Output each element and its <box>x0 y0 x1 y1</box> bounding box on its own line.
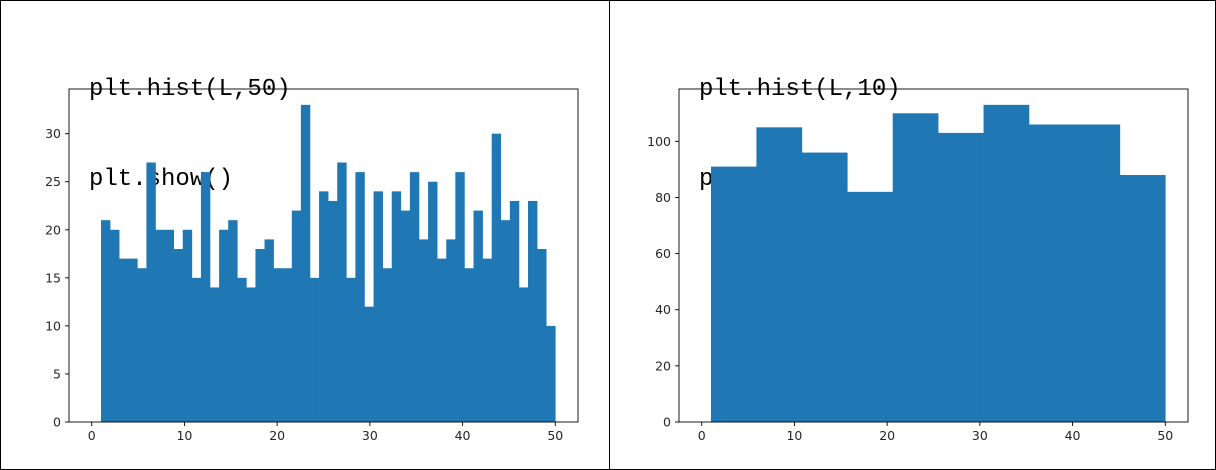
histogram-10-bins: 0 10 20 30 40 50 0 20 40 60 80 100 <box>647 88 1189 443</box>
histogram-bar <box>309 277 320 422</box>
histogram-bar <box>364 306 374 422</box>
histogram-bar <box>346 277 356 422</box>
x-tick-label: 0 <box>88 428 96 443</box>
histogram-bar <box>428 181 438 422</box>
histogram-bar <box>182 229 193 422</box>
histogram-bar <box>300 104 311 423</box>
x-tick-label: 50 <box>1157 428 1173 443</box>
x-tick-label: 10 <box>176 428 192 443</box>
y-tick-label: 10 <box>45 318 61 333</box>
right-panel: plt.hist(L,10) plt.show() 01020304050020… <box>611 1 1215 469</box>
histogram-bar <box>437 258 447 422</box>
bars <box>710 104 1166 423</box>
histogram-bar <box>455 172 465 422</box>
x-tick-label: 10 <box>786 428 802 443</box>
histogram-bar <box>246 287 256 422</box>
histogram-bar <box>938 132 984 423</box>
histogram-bar <box>237 277 247 422</box>
histogram-bar <box>210 287 220 422</box>
histogram-bar <box>509 200 520 422</box>
histogram-bar <box>482 258 492 422</box>
y-tick-label: 5 <box>53 366 61 381</box>
y-tick-label: 20 <box>45 222 61 237</box>
histogram-bar <box>128 258 138 422</box>
plot-frame <box>68 88 579 423</box>
x-tick-label: 40 <box>455 428 471 443</box>
histogram-bar <box>373 191 383 422</box>
histogram-bar <box>473 210 483 422</box>
bars <box>100 104 556 423</box>
histogram-bar <box>155 229 165 422</box>
histogram-bar <box>409 172 420 422</box>
y-tick-label: 0 <box>53 415 61 430</box>
histogram-bar <box>255 249 265 422</box>
histogram-bar <box>537 249 547 422</box>
y-tick-label: 40 <box>655 302 671 317</box>
histogram-bar <box>801 152 848 422</box>
histogram-bar <box>892 113 939 422</box>
histogram-bar <box>191 277 202 422</box>
x-tick-label: 30 <box>362 428 378 443</box>
histogram-bar <box>110 229 120 422</box>
histogram-bar <box>319 191 329 422</box>
histogram-bar <box>173 249 184 422</box>
left-panel: plt.hist(L,50) plt.show() 0 10 20 30 40 50 0 5 1… <box>1 1 610 469</box>
histogram-bar <box>546 325 556 422</box>
histogram-bar <box>491 133 502 422</box>
histogram-bar <box>382 268 393 422</box>
y-tick-label: 25 <box>45 174 61 189</box>
histogram-bar <box>100 220 111 422</box>
histogram-bar <box>137 268 147 422</box>
histogram-bar <box>200 172 211 422</box>
histogram-bar <box>528 200 538 422</box>
x-tick-label: 20 <box>269 428 285 443</box>
histogram-bar <box>328 200 338 422</box>
x-tick-label: 0 <box>698 428 706 443</box>
histogram-bar <box>337 162 347 422</box>
x-tick-label: 20 <box>879 428 895 443</box>
histogram-bar <box>400 210 411 422</box>
y-tick-label: 0 <box>663 415 671 430</box>
histogram-bar <box>273 268 284 422</box>
histogram-bar <box>355 172 365 422</box>
histogram-bar <box>710 166 757 422</box>
plot-frame <box>678 88 1189 423</box>
histogram-bar <box>164 229 174 422</box>
histogram-bar <box>500 220 511 422</box>
histogram-bar <box>119 258 129 422</box>
histogram-bar <box>1029 124 1075 422</box>
y-tick-label: 80 <box>655 190 671 205</box>
histogram-bar <box>228 220 238 422</box>
histogram-bar <box>756 127 803 422</box>
x-tick-label: 50 <box>547 428 563 443</box>
histogram-bar <box>446 239 456 422</box>
y-tick-label: 60 <box>655 246 671 261</box>
x-tick-label: 40 <box>1065 428 1081 443</box>
histogram-bar <box>518 287 529 422</box>
histogram-bar <box>464 268 474 422</box>
histogram-bar <box>847 191 894 422</box>
histogram-bar <box>282 268 293 422</box>
histogram-bar <box>391 191 402 422</box>
code-line-hist: plt.hist(L,10) <box>699 76 901 103</box>
histogram-bar <box>264 239 274 422</box>
y-tick-label: 20 <box>655 358 671 373</box>
histogram-bar <box>291 210 302 422</box>
y-tick-label: 30 <box>45 126 61 141</box>
y-tick-label: 15 <box>45 270 61 285</box>
histogram-bar <box>419 239 429 422</box>
histogram-bar <box>1074 124 1121 422</box>
y-tick-label: 100 <box>647 134 671 149</box>
histogram-50-bins: 0 10 20 30 40 50 0 5 10 15 20 25 30 <box>45 88 579 443</box>
histogram-bar <box>219 229 229 422</box>
histogram-bar <box>1119 175 1166 422</box>
x-tick-label: 30 <box>972 428 988 443</box>
code-line-hist: plt.hist(L,50) <box>89 76 291 103</box>
histogram-bar <box>146 162 156 422</box>
histogram-bar <box>983 104 1030 423</box>
